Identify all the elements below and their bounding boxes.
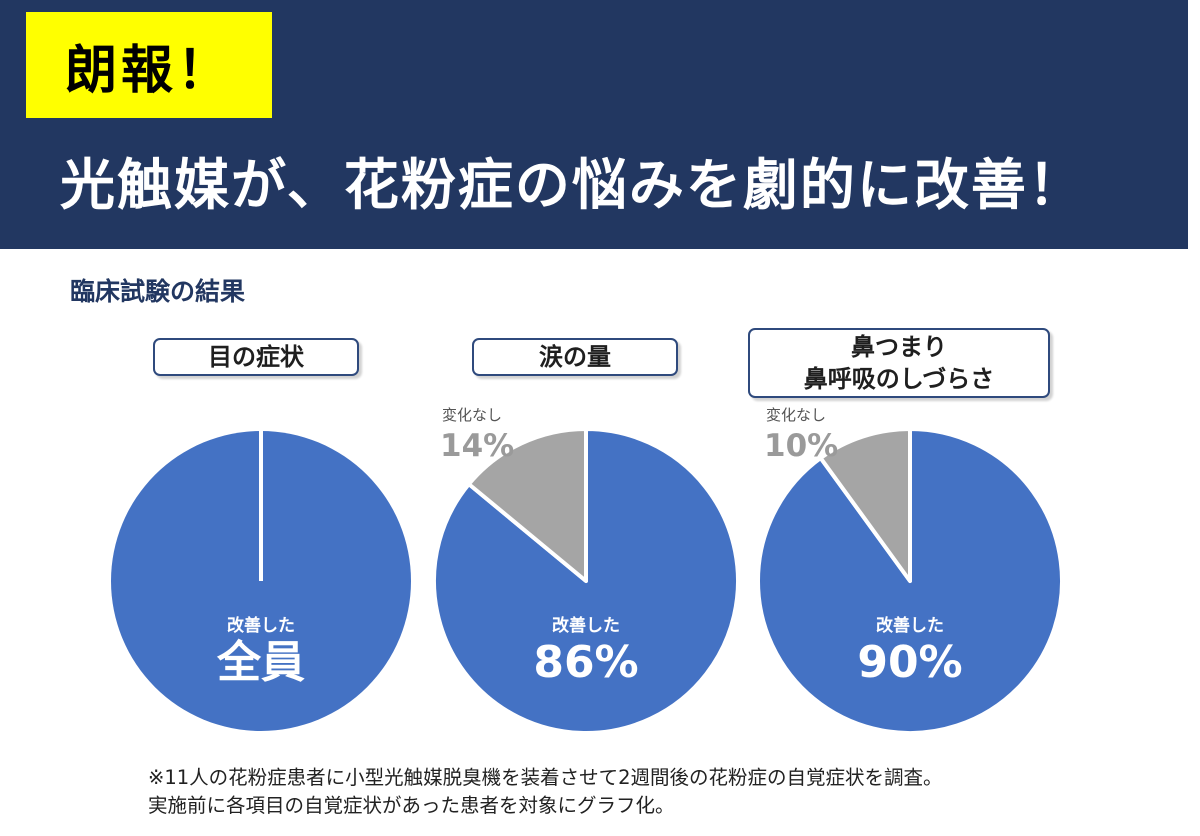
section-title: 臨床試験の結果 bbox=[70, 277, 246, 306]
slice-value: 14% bbox=[440, 428, 514, 464]
slice-label: 改善した bbox=[227, 615, 295, 636]
slice-label: 改善した bbox=[552, 615, 620, 636]
slice-label: 変化なし bbox=[766, 406, 826, 424]
pie-slice-improved bbox=[432, 427, 740, 735]
slice-value: 86% bbox=[533, 637, 638, 688]
headline: 光触媒が、花粉症の悩みを劇的に改善！ bbox=[60, 153, 1085, 217]
footnote: ※11人の花粉症患者に小型光触媒脱臭機を装着させて2週間後の花粉症の自覚症状を調… bbox=[148, 764, 1188, 820]
slice-label: 変化なし bbox=[442, 406, 502, 424]
slice-value: 10% bbox=[764, 428, 838, 464]
pie-slice-unchanged bbox=[818, 427, 912, 583]
chart-title-line: 鼻つまり bbox=[851, 333, 947, 361]
chart-title-nose: 鼻つまり 鼻呼吸のしづらさ bbox=[748, 328, 1050, 398]
news-badge: 朗報！ bbox=[26, 12, 272, 118]
chart-title-tears: 涙の量 bbox=[472, 338, 678, 376]
header-banner: 朗報！ 光触媒が、花粉症の悩みを劇的に改善！ bbox=[0, 0, 1188, 249]
chart-title-line: 涙の量 bbox=[539, 343, 611, 371]
footnote-line: ※11人の花粉症患者に小型光触媒脱臭機を装着させて2週間後の花粉症の自覚症状を調… bbox=[148, 766, 943, 789]
chart-title-line: 鼻呼吸のしづらさ bbox=[803, 365, 995, 393]
pie-slice-unchanged bbox=[466, 427, 588, 583]
slice-value: 90% bbox=[857, 637, 962, 688]
chart-title-line: 目の症状 bbox=[208, 343, 304, 371]
chart-title-eye: 目の症状 bbox=[153, 338, 359, 376]
slice-value: 全員 bbox=[216, 637, 305, 688]
footnote-line: 実施前に各項目の自覚症状があった患者を対象にグラフ化。 bbox=[148, 794, 675, 817]
slice-label: 改善した bbox=[876, 615, 944, 636]
